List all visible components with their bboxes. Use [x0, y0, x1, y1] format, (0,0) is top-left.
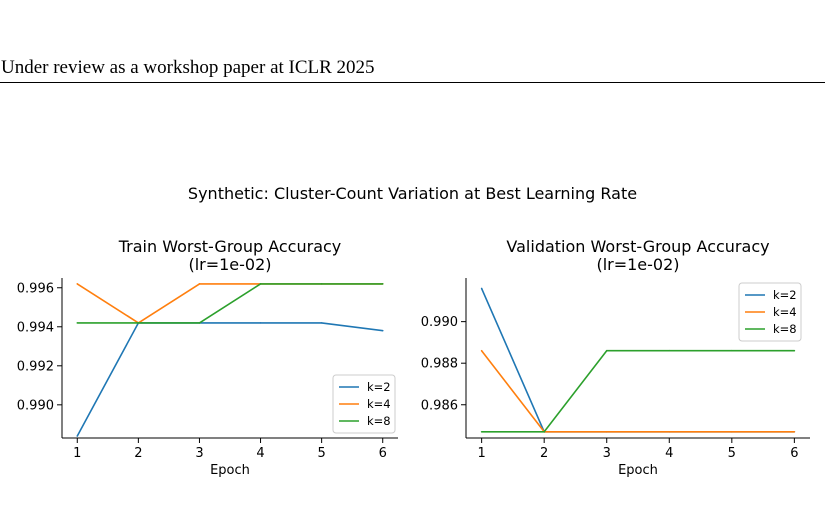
data-point-k4-epoch-3: [605, 430, 608, 433]
series-line-k4: [480, 350, 795, 433]
data-point-k8-epoch-2: [137, 322, 140, 324]
page-header: Under review as a workshop paper at ICLR…: [0, 56, 825, 83]
series-line-k2: [76, 322, 383, 437]
data-point-k2-epoch-6: [381, 329, 384, 332]
x-tick-label: 5: [728, 446, 736, 461]
data-point-k4-epoch-1: [480, 349, 483, 352]
legend: k=2 k=4 k=8: [738, 282, 802, 342]
data-point-k8-epoch-4: [259, 283, 262, 285]
data-point-k2-epoch-4: [259, 322, 262, 324]
x-tick-label: 1: [477, 446, 485, 461]
chart-title: Train Worst-Group Accuracy: [118, 237, 342, 256]
y-tick-label: 0.986: [421, 398, 458, 413]
legend: k=2 k=4 k=8: [332, 374, 396, 434]
y-tick-label: 0.988: [421, 357, 458, 372]
y-tick-label: 0.990: [17, 398, 54, 413]
data-point-k4-epoch-3: [198, 283, 201, 285]
x-tick-label: 2: [134, 446, 142, 461]
data-point-k2-epoch-1: [76, 435, 79, 437]
x-tick-label: 4: [665, 446, 673, 461]
y-tick-label: 0.996: [17, 281, 54, 296]
legend-label-k4: k=4: [367, 397, 391, 411]
legend-label-k8: k=8: [367, 414, 391, 428]
data-point-k4-epoch-5: [731, 430, 733, 433]
x-tick-label: 3: [603, 446, 611, 461]
y-tick-label: 0.992: [17, 359, 54, 374]
page-header-text: Under review as a workshop paper at ICLR…: [1, 57, 375, 78]
x-axis-label: Epoch: [618, 463, 658, 478]
data-point-k8-epoch-1: [76, 322, 79, 324]
legend-label-k8: k=8: [773, 322, 797, 336]
chart-subtitle: (lr=1e-02): [188, 255, 271, 274]
y-tick-label: 0.990: [421, 315, 458, 330]
x-tick-label: 2: [540, 446, 548, 461]
x-tick-label: 4: [256, 446, 264, 461]
series-line-k8: [481, 349, 795, 433]
figure-suptitle: Synthetic: Cluster-Count Variation at Be…: [187, 184, 638, 203]
x-tick-label: 6: [379, 446, 387, 461]
data-point-k8-epoch-5: [320, 283, 323, 285]
x-tick-label: 6: [790, 446, 798, 461]
data-point-k2-epoch-1: [480, 287, 483, 290]
data-point-k8-epoch-5: [731, 349, 733, 352]
legend-box: [332, 374, 396, 434]
data-point-k8-epoch-6: [793, 349, 796, 352]
data-point-k4-epoch-1: [76, 283, 79, 285]
data-point-k8-epoch-6: [381, 283, 384, 285]
data-point-k8-epoch-4: [668, 349, 671, 352]
data-point-k8-epoch-3: [605, 349, 608, 352]
x-tick-label: 3: [195, 446, 203, 461]
legend-label-k4: k=4: [773, 305, 797, 319]
data-point-k8-epoch-2: [543, 430, 545, 433]
chart-1: Train Worst-Group Accuracy(lr=1e-02) 1 2 3 4…: [17, 237, 398, 478]
data-point-k2-epoch-5: [320, 322, 323, 324]
data-point-k4-epoch-6: [793, 430, 796, 433]
chart-title: Validation Worst-Group Accuracy: [506, 237, 769, 256]
legend-label-k2: k=2: [773, 288, 797, 302]
x-tick-label: 5: [317, 446, 325, 461]
x-tick-label: 1: [73, 446, 81, 461]
legend-box: [738, 282, 802, 342]
data-point-k8-epoch-3: [198, 322, 201, 324]
data-point-k8-epoch-1: [480, 430, 483, 433]
chart-2: Validation Worst-Group Accuracy(lr=1e-02…: [421, 237, 810, 478]
y-tick-label: 0.994: [17, 320, 54, 335]
chart-subtitle: (lr=1e-02): [596, 255, 679, 274]
series-line-k8: [77, 283, 383, 324]
data-point-k4-epoch-4: [668, 430, 671, 433]
x-axis-label: Epoch: [210, 463, 250, 478]
legend-label-k2: k=2: [367, 380, 391, 394]
